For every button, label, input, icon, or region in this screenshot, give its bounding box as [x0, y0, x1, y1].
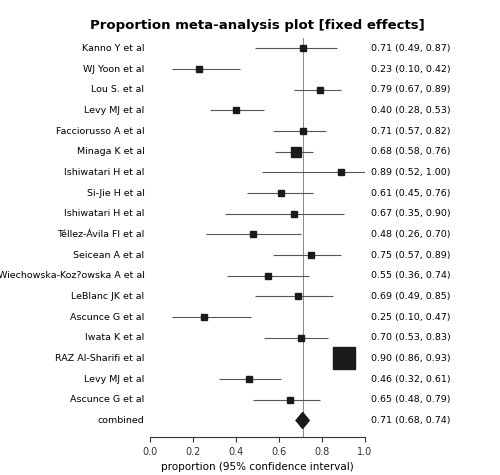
Text: 0.65 (0.48, 0.79): 0.65 (0.48, 0.79)	[370, 395, 450, 404]
Text: WJ Yoon et al: WJ Yoon et al	[83, 65, 144, 74]
Text: Ishiwatari H et al: Ishiwatari H et al	[64, 209, 144, 218]
Text: 0.46 (0.32, 0.61): 0.46 (0.32, 0.61)	[370, 375, 450, 384]
Text: Facciorusso A et al: Facciorusso A et al	[56, 126, 144, 135]
Text: LeBlanc JK et al: LeBlanc JK et al	[72, 292, 144, 301]
Text: 0.55 (0.36, 0.74): 0.55 (0.36, 0.74)	[370, 271, 450, 280]
Text: RAZ Al-Sharifi et al: RAZ Al-Sharifi et al	[55, 354, 144, 363]
Text: 0.69 (0.49, 0.85): 0.69 (0.49, 0.85)	[370, 292, 450, 301]
Text: Ishiwatari H et al: Ishiwatari H et al	[64, 168, 144, 177]
Text: 0.71 (0.68, 0.74): 0.71 (0.68, 0.74)	[370, 416, 450, 425]
Text: 0.71 (0.49, 0.87): 0.71 (0.49, 0.87)	[370, 44, 450, 53]
Text: 0.67 (0.35, 0.90): 0.67 (0.35, 0.90)	[370, 209, 450, 218]
Text: 0.23 (0.10, 0.42): 0.23 (0.10, 0.42)	[370, 65, 450, 74]
Text: Téllez-Ávila FI et al: Téllez-Ávila FI et al	[57, 230, 144, 239]
Text: 0.71 (0.57, 0.82): 0.71 (0.57, 0.82)	[370, 126, 450, 135]
Text: Ascunce G et al: Ascunce G et al	[70, 395, 144, 404]
Text: 0.79 (0.67, 0.89): 0.79 (0.67, 0.89)	[370, 85, 450, 94]
Text: 0.48 (0.26, 0.70): 0.48 (0.26, 0.70)	[370, 230, 450, 239]
Polygon shape	[296, 413, 309, 428]
Text: 0.25 (0.10, 0.47): 0.25 (0.10, 0.47)	[370, 313, 450, 322]
Text: 0.40 (0.28, 0.53): 0.40 (0.28, 0.53)	[370, 106, 450, 115]
Text: Si-Jie H et al: Si-Jie H et al	[86, 189, 144, 198]
Text: Minaga K et al: Minaga K et al	[76, 147, 144, 156]
Text: 0.70 (0.53, 0.83): 0.70 (0.53, 0.83)	[370, 333, 450, 342]
Text: Seicean A et al: Seicean A et al	[74, 251, 144, 259]
Text: Levy MJ et al: Levy MJ et al	[84, 106, 144, 115]
Text: combined: combined	[98, 416, 144, 425]
Text: 0.89 (0.52, 1.00): 0.89 (0.52, 1.00)	[370, 168, 450, 177]
X-axis label: proportion (95% confidence interval): proportion (95% confidence interval)	[161, 462, 354, 472]
Text: 0.68 (0.58, 0.76): 0.68 (0.58, 0.76)	[370, 147, 450, 156]
Text: 0.75 (0.57, 0.89): 0.75 (0.57, 0.89)	[370, 251, 450, 259]
Text: 0.90 (0.86, 0.93): 0.90 (0.86, 0.93)	[370, 354, 450, 363]
Text: Iwata K et al: Iwata K et al	[85, 333, 144, 342]
Text: 0.61 (0.45, 0.76): 0.61 (0.45, 0.76)	[370, 189, 450, 198]
Text: Proportion meta-analysis plot [fixed effects]: Proportion meta-analysis plot [fixed eff…	[90, 19, 425, 32]
Text: Levy MJ et al: Levy MJ et al	[84, 375, 144, 384]
Text: Ascunce G et al: Ascunce G et al	[70, 313, 144, 322]
Text: Lou S. et al: Lou S. et al	[92, 85, 144, 94]
Text: Wiechowska-Koz?owska A et al: Wiechowska-Koz?owska A et al	[0, 271, 144, 280]
Text: Kanno Y et al: Kanno Y et al	[82, 44, 144, 53]
